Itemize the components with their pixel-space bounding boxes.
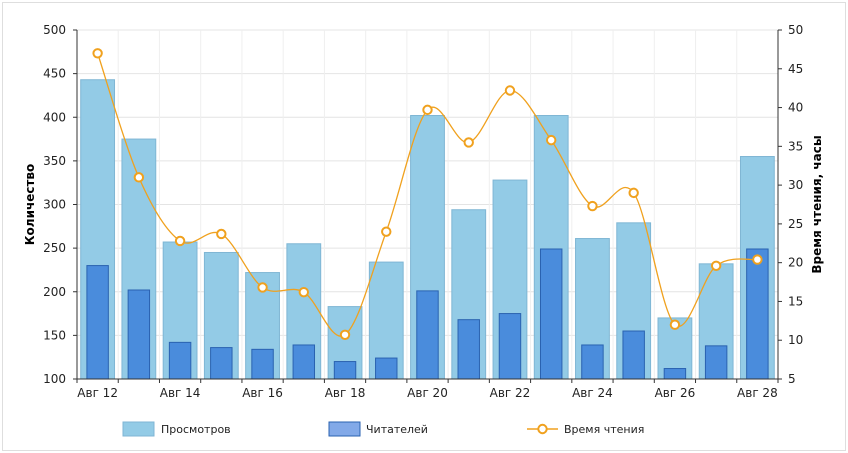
legend-swatch-readers — [328, 421, 361, 437]
bar-readers — [292, 344, 316, 380]
bar-readers — [168, 341, 192, 380]
x-tick-label: Авг 18 — [325, 386, 366, 400]
legend-swatch-views — [122, 421, 155, 437]
bar-readers — [746, 248, 769, 380]
y-axis-left-title: Количество — [23, 164, 37, 246]
bar-readers — [498, 313, 522, 380]
y-left-tick-label: 200 — [43, 285, 66, 299]
point-reading-time — [587, 200, 598, 212]
point-reading-time — [504, 85, 516, 96]
y-right-tick-label: 15 — [788, 294, 803, 308]
x-tick-label: Авг 20 — [407, 386, 448, 400]
point-reading-time — [133, 172, 145, 183]
y-right-tick-label: 45 — [788, 62, 803, 76]
x-tick-label: Авг 12 — [77, 386, 118, 400]
x-tick-label: Авг 24 — [572, 386, 613, 400]
y-axis-right-title: Время чтения, часы — [810, 135, 824, 273]
bar-readers — [457, 319, 480, 380]
bar-readers — [251, 348, 274, 380]
bar-readers — [704, 345, 728, 380]
y-right-tick-label: 25 — [788, 217, 803, 231]
bar-readers — [127, 289, 151, 380]
point-reading-time — [546, 134, 557, 146]
point-reading-time — [710, 260, 722, 271]
point-reading-time — [339, 329, 351, 340]
y-left-tick-label: 150 — [43, 328, 66, 342]
point-reading-time — [422, 104, 433, 116]
y-right-tick-label: 50 — [788, 23, 803, 37]
bar-readers — [210, 347, 233, 380]
legend — [122, 421, 558, 437]
point-reading-time — [257, 282, 268, 293]
point-reading-time — [381, 226, 392, 237]
y-left-tick-label: 450 — [43, 67, 66, 81]
y-right-tick-label: 5 — [788, 372, 796, 386]
bar-readers — [622, 330, 645, 380]
x-tick-label: Авг 28 — [737, 386, 778, 400]
combo-chart: 100 150 200 250 300 350 400 450 500 5 10 15 20 25 30 35… — [23, 23, 824, 437]
y-left-tick-label: 300 — [43, 198, 66, 212]
x-tick-label: Авг 26 — [655, 386, 696, 400]
x-tick-label: Авг 14 — [160, 386, 201, 400]
y-left-tick-label: 350 — [43, 154, 66, 168]
x-tick-label: Авг 22 — [490, 386, 531, 400]
y-right-tick-label: 30 — [788, 178, 803, 192]
y-left-tick-label: 250 — [43, 241, 66, 255]
grid — [76, 29, 779, 380]
point-reading-time — [669, 319, 681, 330]
point-reading-time — [298, 286, 309, 298]
point-reading-time — [216, 228, 227, 240]
bar-readers — [333, 361, 357, 380]
y-left-tick-label: 500 — [43, 23, 66, 37]
y-right-tick-label: 35 — [788, 139, 803, 153]
bar-readers — [375, 357, 398, 380]
point-reading-time — [92, 48, 103, 59]
bar-readers — [663, 368, 687, 380]
point-reading-time — [463, 137, 474, 148]
point-reading-time — [628, 187, 639, 199]
bar-readers — [581, 344, 604, 380]
point-reading-time — [174, 235, 186, 247]
y-right-tick-label: 10 — [788, 333, 803, 347]
bar-readers — [416, 290, 439, 380]
point-reading-time — [752, 254, 763, 265]
bar-readers — [86, 265, 109, 380]
bar-readers — [539, 248, 563, 380]
legend-label-reading-time: Время чтения — [564, 423, 644, 436]
y-right-tick-label: 20 — [788, 256, 803, 270]
legend-swatch-marker — [537, 423, 548, 435]
legend-label-readers: Читателей — [366, 423, 428, 436]
y-left-tick-label: 100 — [43, 372, 66, 386]
x-tick-label: Авг 16 — [242, 386, 283, 400]
y-right-tick-label: 40 — [788, 101, 803, 115]
y-left-tick-label: 400 — [43, 110, 66, 124]
legend-label-views: Просмотров — [161, 423, 231, 436]
